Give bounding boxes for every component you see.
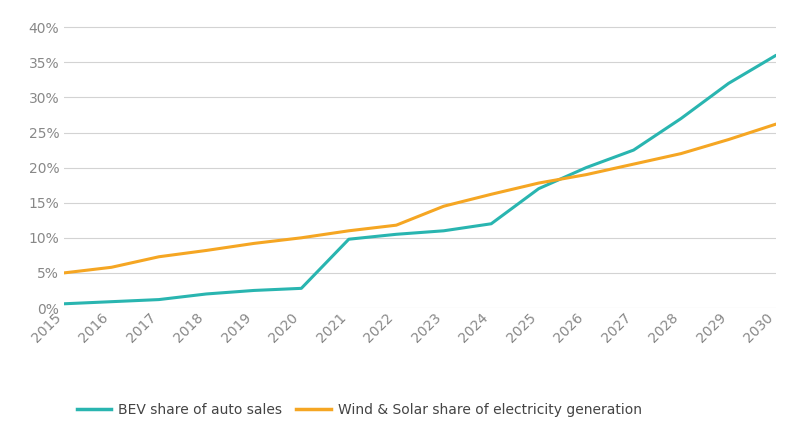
Legend: BEV share of auto sales, Wind & Solar share of electricity generation: BEV share of auto sales, Wind & Solar sh… — [71, 397, 647, 422]
